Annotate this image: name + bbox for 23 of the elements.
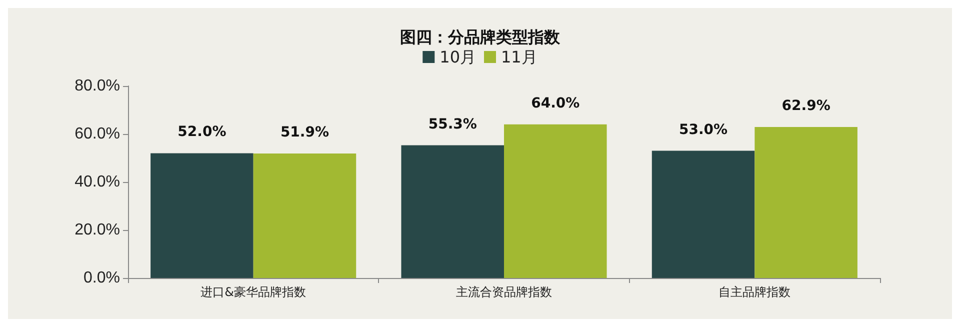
x-tick-label: 主流合资品牌指数 — [456, 285, 552, 299]
data-label: 52.0% — [178, 124, 226, 140]
data-label: 62.9% — [782, 98, 830, 114]
legend-label: 11月 — [501, 48, 538, 66]
y-tick-label: 40.0% — [74, 174, 120, 190]
bar — [150, 153, 254, 278]
y-tick-label: 20.0% — [74, 222, 120, 238]
x-tick-label: 自主品牌指数 — [718, 285, 791, 299]
y-tick-label: 60.0% — [74, 126, 120, 142]
y-tick-label: 80.0% — [74, 78, 120, 94]
y-tick-label: 0.0% — [84, 270, 120, 286]
bar — [754, 127, 858, 278]
x-tick-label: 进口&豪华品牌指数 — [200, 285, 306, 299]
data-label: 53.0% — [678, 122, 728, 138]
data-label: 51.9% — [280, 124, 330, 140]
legend-label: 10月 — [440, 48, 476, 66]
data-label: 64.0% — [531, 95, 580, 112]
chart-title: 图四：分品牌类型指数 — [400, 28, 561, 46]
bar — [253, 153, 356, 278]
bar — [401, 145, 504, 278]
bar — [504, 124, 607, 278]
bar — [652, 150, 755, 278]
data-label: 55.3% — [428, 116, 477, 132]
